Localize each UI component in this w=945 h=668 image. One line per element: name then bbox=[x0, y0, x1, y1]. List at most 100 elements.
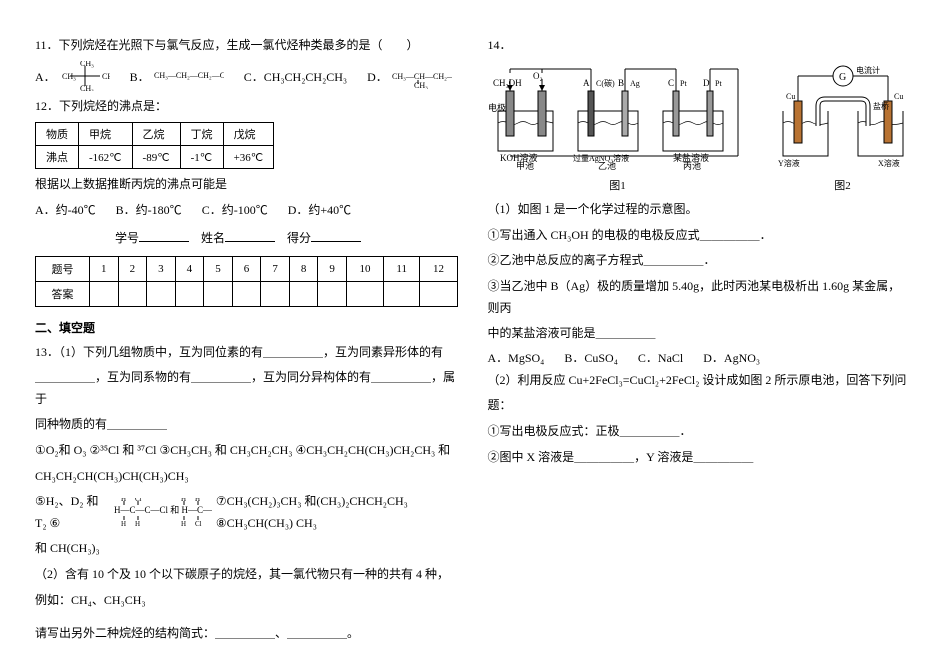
table-row: 题号 1 2 3 4 5 6 7 8 9 10 11 12 bbox=[36, 256, 458, 281]
electrode-label: 电极 bbox=[488, 102, 506, 113]
q14-sub3a: ③当乙池中 B（Ag）极的质量增加 5.40g，此时丙池某电极析出 1.60g … bbox=[488, 276, 911, 319]
q14-part2b: 题： bbox=[488, 395, 911, 417]
cell bbox=[261, 281, 290, 306]
cell: +36℃ bbox=[223, 146, 274, 169]
cell: 6 bbox=[232, 256, 261, 281]
ag-label: Ag bbox=[630, 79, 640, 88]
cell-c-label: 丙池 bbox=[683, 160, 701, 171]
table-row: 答案 bbox=[36, 281, 458, 306]
diagram1-caption: 图1 bbox=[488, 177, 748, 193]
q12-options: A．约-40℃ B．约-180℃ C．约-100℃ D．约+40℃ bbox=[35, 201, 458, 218]
cell: 题号 bbox=[36, 256, 90, 281]
ch3oh-label: CH₃OH bbox=[493, 78, 522, 88]
q12-opt-a: A．约-40℃ bbox=[35, 201, 96, 218]
diagram1-box: CH₃OH O₂ 电极 KOH溶液 甲池 A C(碳) bbox=[488, 61, 748, 193]
cu-b-label: Cu bbox=[894, 92, 903, 101]
b-label: B bbox=[618, 78, 624, 88]
right-column: 14． CH₃OH O₂ 电极 KOH溶液 甲池 bbox=[473, 30, 926, 638]
diagram2-caption: 图2 bbox=[778, 177, 908, 193]
q13-items2b: ⑦CH₃(CH₂)₃CH₃ 和(CH₃)₂CHCH₂CH₃ ⑧CH₃CH(CH₃… bbox=[216, 491, 458, 534]
structure-a-icon: CH₃ CH₃ CH₃ CH₃ bbox=[60, 61, 110, 91]
info-line: 学号 姓名 得分 bbox=[115, 228, 458, 246]
cu-a-label: Cu bbox=[786, 92, 795, 101]
cell: 8 bbox=[289, 256, 318, 281]
cell bbox=[383, 281, 419, 306]
bridge-label: 盐桥 bbox=[873, 101, 889, 111]
q12-opt-c: C．约-100℃ bbox=[202, 201, 268, 218]
cell: 沸点 bbox=[36, 146, 79, 169]
q11-c-label: C．CH₃CH₂CH₂CH₃ bbox=[244, 68, 347, 85]
q12-followup: 根据以上数据推断丙烷的沸点可能是 bbox=[35, 175, 458, 194]
cell-b-label: 乙池 bbox=[598, 160, 616, 171]
cell: 物质 bbox=[36, 123, 79, 146]
cell: 甲烷 bbox=[79, 123, 133, 146]
q14-part2a: （2）利用反应 Cu+2FeCl₃=CuCl₂+2FeCl₂ 设计成如图 2 所… bbox=[488, 370, 911, 392]
cell: 戊烷 bbox=[223, 123, 274, 146]
a-label: A bbox=[583, 78, 590, 88]
xingming-label: 姓名 bbox=[201, 231, 225, 245]
cell: 2 bbox=[118, 256, 147, 281]
q11-opt-c: C．CH₃CH₂CH₂CH₃ bbox=[244, 61, 347, 91]
cell: -162℃ bbox=[79, 146, 133, 169]
ammeter-label: 电流计 bbox=[856, 65, 880, 75]
cell bbox=[90, 281, 119, 306]
cell bbox=[289, 281, 318, 306]
blank bbox=[311, 228, 361, 242]
c-label: C bbox=[668, 78, 674, 88]
q11-opt-d: D． CH₃—CH—CH₂—CH₃ CH₃ bbox=[367, 61, 452, 91]
svg-text:CH₃: CH₃ bbox=[414, 81, 428, 89]
defen-label: 得分 bbox=[287, 231, 311, 245]
svg-text:H: H bbox=[195, 498, 200, 503]
q13-line3: 同种物质的有＿＿＿＿＿ bbox=[35, 414, 458, 436]
cell: 答案 bbox=[36, 281, 90, 306]
q13-stem: 13．（1）下列几组物质中，互为同位素的有＿＿＿＿＿，互为同素异形体的有 bbox=[35, 342, 458, 364]
q14-options: A．MgSO₄ B．CuSO₄ C．NaCl D．AgNO₃ bbox=[488, 349, 911, 366]
cell bbox=[420, 281, 457, 306]
cell bbox=[118, 281, 147, 306]
q13-items1: ①O₂和 O₃ ②³⁵Cl 和 ³⁷Cl ③CH₃CH₃ 和 CH₃CH₂CH₃… bbox=[35, 440, 458, 462]
cell bbox=[318, 281, 347, 306]
q14-opt-a: A．MgSO₄ bbox=[488, 349, 545, 366]
q14-opt-c: C．NaCl bbox=[638, 349, 683, 366]
table-row: 物质 甲烷 乙烷 丁烷 戊烷 bbox=[36, 123, 274, 146]
cell: 11 bbox=[383, 256, 419, 281]
cell: 10 bbox=[346, 256, 383, 281]
blank bbox=[139, 228, 189, 242]
pt2-label: Pt bbox=[715, 79, 722, 88]
q12-opt-b: B．约-180℃ bbox=[116, 201, 182, 218]
cell bbox=[204, 281, 233, 306]
q12-table: 物质 甲烷 乙烷 丁烷 戊烷 沸点 -162℃ -89℃ -1℃ +36℃ bbox=[35, 122, 274, 169]
diagram2-box: G 电流计 Cu Cu 盐桥 Y溶液 bbox=[778, 61, 908, 193]
y-label: Y溶液 bbox=[778, 158, 800, 168]
svg-text:CH₃: CH₃ bbox=[62, 72, 76, 81]
q11-opt-a: A． CH₃ CH₃ CH₃ CH₃ bbox=[35, 61, 110, 91]
q11-b-label: B． bbox=[130, 68, 150, 85]
svg-text:CH₃: CH₃ bbox=[80, 84, 94, 91]
left-column: 11．下列烷烃在光照下与氯气反应，生成一氯代烃种类最多的是（ ） A． CH₃ … bbox=[20, 30, 473, 638]
d-label: D bbox=[703, 78, 710, 88]
diagram2-icon: G 电流计 Cu Cu 盐桥 Y溶液 bbox=[778, 61, 908, 171]
blank bbox=[225, 228, 275, 242]
svg-text:H: H bbox=[181, 520, 186, 528]
q14-opt-d: D．AgNO₃ bbox=[703, 349, 760, 366]
svg-text:Cl: Cl bbox=[135, 498, 142, 503]
cell: 12 bbox=[420, 256, 457, 281]
svg-text:CH₃—CH₂—CH₂—CH₂—CH₃: CH₃—CH₂—CH₂—CH₂—CH₃ bbox=[154, 71, 224, 80]
q14-sub2-2: ②图中 X 溶液是＿＿＿＿＿，Y 溶液是＿＿＿＿＿ bbox=[488, 447, 911, 469]
cell: -89℃ bbox=[132, 146, 180, 169]
cell-a-label: 甲池 bbox=[516, 160, 534, 171]
q14-part1: （1）如图 1 是一个化学过程的示意图。 bbox=[488, 199, 911, 221]
c-carbon-label: C(碳) bbox=[596, 78, 615, 88]
cell: 丁烷 bbox=[180, 123, 223, 146]
diagram1-icon: CH₃OH O₂ 电极 KOH溶液 甲池 A C(碳) bbox=[488, 61, 748, 171]
svg-text:Cl: Cl bbox=[195, 520, 202, 528]
q14-opt-b: B．CuSO₄ bbox=[564, 349, 618, 366]
cell: 9 bbox=[318, 256, 347, 281]
cell: 3 bbox=[147, 256, 176, 281]
o2-label: O₂ bbox=[533, 71, 543, 81]
xuehao-label: 学号 bbox=[115, 231, 139, 245]
cell: -1℃ bbox=[180, 146, 223, 169]
q11-a-label: A． bbox=[35, 68, 56, 85]
svg-text:H: H bbox=[135, 520, 140, 528]
cell bbox=[147, 281, 176, 306]
